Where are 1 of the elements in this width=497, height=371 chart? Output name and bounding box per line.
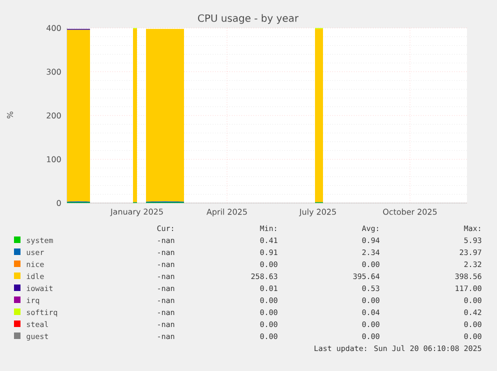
chart-title: CPU usage - by year bbox=[198, 14, 299, 24]
